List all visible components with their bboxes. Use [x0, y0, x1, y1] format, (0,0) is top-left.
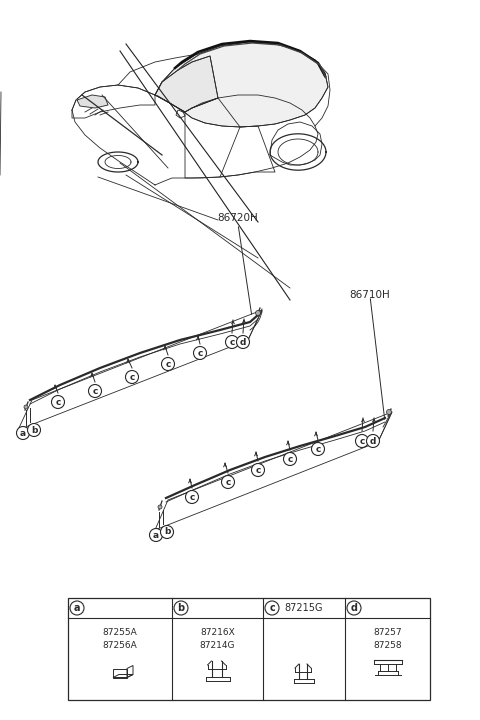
Bar [68, 598, 430, 700]
Circle shape [237, 336, 250, 348]
Text: a: a [20, 428, 26, 438]
Text: c: c [225, 477, 231, 487]
Text: d: d [350, 603, 358, 613]
Text: b: b [31, 426, 37, 434]
Polygon shape [155, 412, 392, 530]
Circle shape [312, 443, 324, 456]
Circle shape [161, 358, 175, 371]
Text: 87255A
87256A: 87255A 87256A [103, 628, 137, 649]
Circle shape [125, 371, 139, 384]
Text: c: c [55, 397, 60, 407]
Text: 87257
87258: 87257 87258 [373, 628, 402, 649]
Text: c: c [197, 348, 203, 358]
Circle shape [255, 310, 261, 315]
Polygon shape [155, 56, 218, 112]
Circle shape [347, 601, 361, 615]
Text: b: b [178, 603, 185, 613]
Circle shape [265, 601, 279, 615]
Text: c: c [189, 492, 195, 502]
Circle shape [185, 490, 199, 503]
Text: c: c [129, 372, 135, 382]
Circle shape [252, 464, 264, 477]
Circle shape [149, 528, 163, 541]
Text: d: d [370, 436, 376, 446]
Text: 87216X
87214G: 87216X 87214G [200, 628, 235, 649]
Circle shape [27, 423, 40, 436]
Text: c: c [229, 338, 235, 346]
Circle shape [367, 434, 380, 448]
Text: b: b [164, 528, 170, 536]
Text: d: d [240, 338, 246, 346]
Text: c: c [315, 444, 321, 454]
Text: c: c [92, 387, 98, 395]
Polygon shape [18, 310, 262, 430]
Circle shape [24, 405, 28, 409]
Circle shape [70, 601, 84, 615]
Text: 86720H: 86720H [217, 213, 258, 223]
Circle shape [221, 475, 235, 488]
Polygon shape [77, 95, 108, 108]
Text: c: c [360, 436, 365, 446]
Circle shape [160, 526, 173, 539]
Text: a: a [153, 531, 159, 539]
Text: 87215G: 87215G [284, 603, 323, 613]
Circle shape [174, 601, 188, 615]
Text: a: a [74, 603, 80, 613]
Circle shape [16, 426, 29, 439]
Text: c: c [165, 359, 171, 369]
Circle shape [193, 346, 206, 359]
Circle shape [284, 452, 297, 466]
Polygon shape [155, 42, 328, 127]
Circle shape [88, 384, 101, 397]
Circle shape [158, 505, 162, 509]
Circle shape [226, 336, 239, 348]
Circle shape [356, 434, 369, 448]
Text: c: c [288, 454, 293, 464]
Circle shape [386, 410, 392, 415]
Circle shape [51, 395, 64, 408]
Text: 86710H: 86710H [349, 290, 390, 300]
Text: c: c [255, 466, 261, 474]
Text: c: c [269, 603, 275, 613]
